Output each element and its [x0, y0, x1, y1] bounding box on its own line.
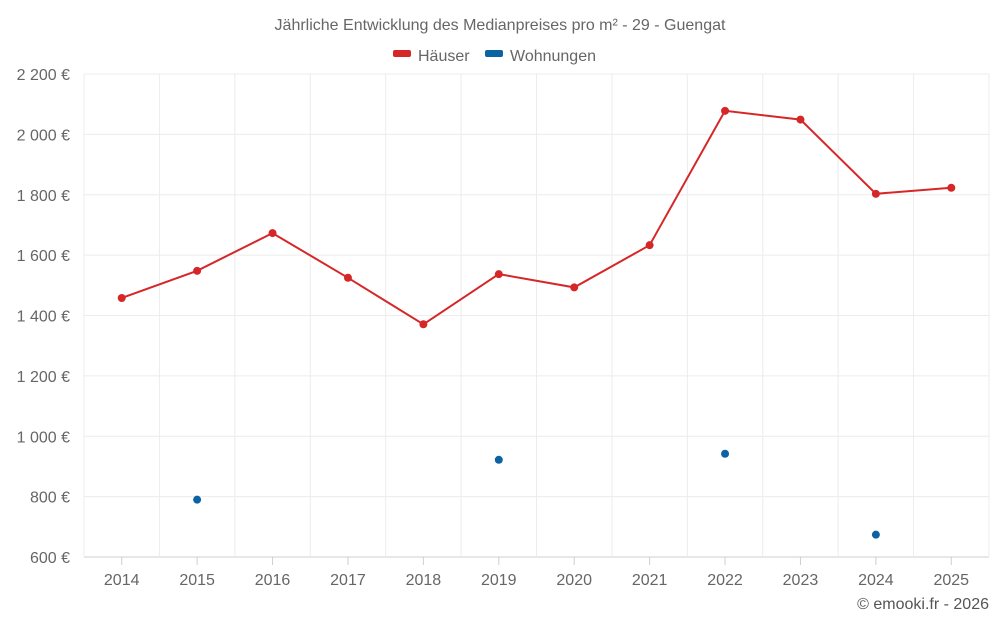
series	[117, 106, 956, 539]
data-point[interactable]	[343, 273, 352, 282]
y-tick-label: 800 €	[30, 490, 70, 507]
series-apartments	[193, 449, 880, 539]
data-point[interactable]	[494, 455, 503, 464]
data-point[interactable]	[494, 270, 503, 279]
x-tick-label: 2023	[783, 572, 819, 589]
data-point[interactable]	[268, 229, 277, 238]
series-line	[121, 109, 952, 326]
legend-label-houses: Häuser	[418, 48, 470, 65]
chart-title: Jährliche Entwicklung des Medianpreises …	[275, 17, 726, 34]
x-axis-ticks: 2014 2015 2016 2017 2018 2019 2020 2021 2022 2023…	[104, 557, 969, 589]
legend-item-houses[interactable]: Häuser	[393, 48, 470, 65]
x-tick-label: 2015	[179, 572, 215, 589]
data-point[interactable]	[721, 106, 730, 115]
data-point[interactable]	[796, 115, 805, 124]
data-point[interactable]	[871, 189, 880, 198]
x-tick-label: 2025	[933, 572, 969, 589]
legend: Häuser Wohnungen	[393, 48, 596, 65]
data-point[interactable]	[947, 183, 956, 192]
data-point[interactable]	[871, 530, 880, 539]
x-tick-label: 2022	[707, 572, 743, 589]
x-tick-label: 2017	[330, 572, 366, 589]
legend-item-apartments[interactable]: Wohnungen	[485, 48, 596, 65]
data-point[interactable]	[645, 241, 654, 250]
y-tick-label: 600 €	[30, 550, 70, 567]
data-point[interactable]	[193, 495, 202, 504]
x-tick-label: 2024	[858, 572, 894, 589]
y-tick-label: 2 200 €	[17, 67, 70, 84]
data-point[interactable]	[419, 320, 428, 329]
x-tick-label: 2014	[104, 572, 140, 589]
gridlines	[83, 73, 990, 558]
y-tick-label: 1 400 €	[17, 309, 70, 326]
y-tick-label: 1 000 €	[17, 429, 70, 446]
data-point[interactable]	[117, 293, 126, 302]
y-tick-label: 1 600 €	[17, 248, 70, 265]
series-houses	[117, 106, 956, 329]
data-point[interactable]	[721, 449, 730, 458]
data-point[interactable]	[193, 266, 202, 275]
x-tick-label: 2016	[255, 572, 291, 589]
y-tick-label: 1 200 €	[17, 369, 70, 386]
x-tick-label: 2018	[406, 572, 442, 589]
credit-text: © emooki.fr - 2026	[857, 596, 989, 613]
x-tick-label: 2020	[556, 572, 592, 589]
y-tick-label: 1 800 €	[17, 188, 70, 205]
legend-swatch-houses	[393, 50, 411, 57]
legend-swatch-apartments	[485, 50, 503, 57]
x-tick-label: 2021	[632, 572, 668, 589]
x-tick-label: 2019	[481, 572, 517, 589]
data-point[interactable]	[570, 283, 579, 292]
legend-label-apartments: Wohnungen	[510, 48, 596, 65]
y-axis-ticks: 600 € 800 € 1 000 € 1 200 € 1 400 € 1 600 € 1 …	[17, 67, 70, 567]
y-tick-label: 2 000 €	[17, 127, 70, 144]
